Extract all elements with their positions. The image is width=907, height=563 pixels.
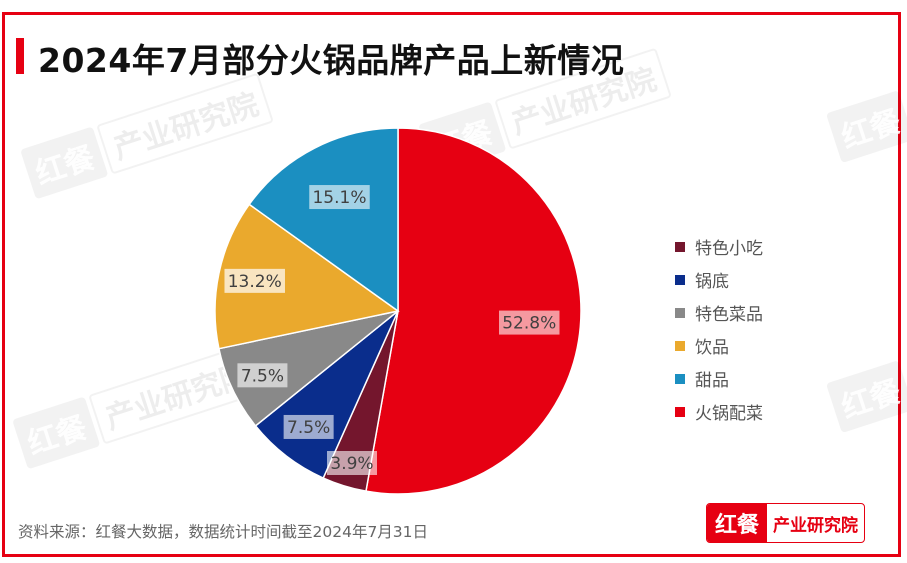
legend-label: 锅底: [695, 272, 729, 292]
source-note: 资料来源：红餐大数据，数据统计时间截至2024年7月31日: [18, 523, 429, 541]
legend-item: 特色小吃: [675, 230, 763, 263]
data-label: 15.1%: [312, 188, 366, 208]
data-label-background: [283, 414, 334, 439]
legend-swatch-icon: [675, 241, 685, 252]
legend-label: 饮品: [695, 338, 729, 358]
legend-label: 甜品: [695, 371, 729, 391]
logo-institute-name: 产业研究院: [773, 515, 859, 536]
pie-slice: [365, 127, 582, 495]
legend: 特色小吃锅底特色菜品饮品甜品火锅配菜: [675, 230, 763, 428]
pie-slice: [248, 127, 399, 313]
legend-label: 特色小吃: [695, 239, 763, 259]
legend-item: 甜品: [675, 362, 763, 395]
data-label-background: [499, 310, 560, 335]
legend-label: 特色菜品: [695, 305, 763, 325]
data-label: 3.9%: [330, 454, 373, 474]
title-accent-bar: [16, 38, 24, 74]
data-label-background: [237, 363, 288, 388]
pie-labels: 52.8%3.9%7.5%7.5%13.2%15.1%: [224, 185, 560, 475]
legend-swatch-icon: [675, 340, 685, 351]
data-label-background: [327, 451, 377, 475]
data-label-background: [224, 268, 285, 293]
data-label-background: [309, 185, 370, 210]
chart-title: 2024年7月部分火锅品牌产品上新情况: [38, 41, 625, 80]
legend-swatch-icon: [675, 373, 685, 384]
logo-brand-name: 红餐: [707, 504, 768, 542]
data-label: 52.8%: [502, 314, 556, 334]
legend-swatch-icon: [675, 307, 685, 318]
data-label: 7.5%: [287, 418, 330, 438]
legend-item: 锅底: [675, 263, 763, 296]
legend-item: 特色菜品: [675, 296, 763, 329]
legend-swatch-icon: [675, 406, 685, 417]
legend-item: 饮品: [675, 329, 763, 362]
pie-slice: [214, 203, 400, 350]
data-label: 7.5%: [241, 366, 284, 386]
legend-swatch-icon: [675, 274, 685, 285]
legend-item: 火锅配菜: [675, 395, 763, 428]
brand-logo: 红餐 产业研究院: [706, 503, 866, 543]
legend-label: 火锅配菜: [695, 404, 763, 424]
data-label: 13.2%: [228, 272, 282, 292]
